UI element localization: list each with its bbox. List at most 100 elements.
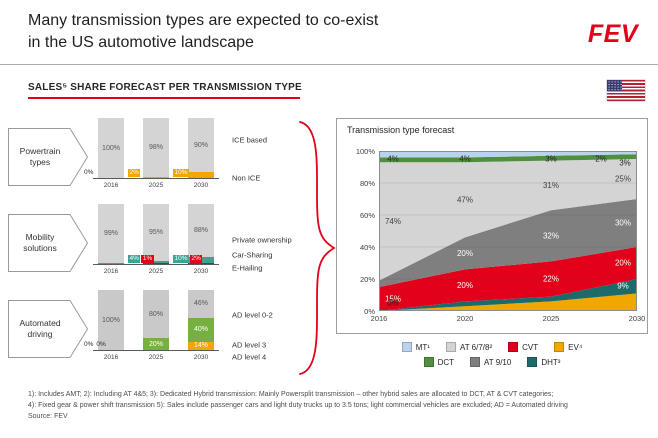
y-axis-tick-label: 40% [359,243,375,252]
footnotes: 1): Includes AMT; 2): Including AT 4&5; … [28,389,634,423]
fev-logo: FEV [587,20,638,48]
area-value-label: 15% [385,295,401,304]
side-label-ad-level-4: AD level 4 [232,352,267,362]
bar-value-label: 40% [193,326,208,334]
area-value-label: 20% [615,259,631,268]
bar-segment-car-sharing [98,263,124,264]
side-label-e-hailing: E-Hailing [232,263,263,273]
legend-swatch [445,342,456,352]
bar-chart-mobility: 2016 2025 2030 99% 95% 4% 1% 88% 10% 2% [93,202,230,282]
header-divider [0,64,658,65]
area-value-label: 32% [543,231,559,240]
area-band-cvt [379,247,637,311]
us-flag-icon [607,80,645,101]
bar-segment-ad-level-3: 40% [188,317,214,342]
area-value-label: 47% [457,195,473,204]
bar-segment-private-ownership: 99% [98,204,124,264]
y-axis-tick-label: 20% [359,275,375,284]
bar-segment-non-ice [188,172,214,178]
bar-chip-row: 10% [173,169,190,177]
axis-tick-label: 2025 [148,182,164,189]
legend-label: DCT [437,357,455,367]
bar-value-chip: 1% [141,255,154,263]
area-band-dct [379,154,637,163]
bar-chip-row: 0% 0% [83,341,107,349]
side-label-car-sharing: Car-Sharing [232,250,273,260]
area-value-label: 0% [387,299,399,308]
area-value-label: 30% [615,219,631,228]
bar-chip-row: 0% [83,169,94,177]
legend-label: MT¹ [415,342,430,352]
row-powertrain-types: Powertrain types 2016 2025 2030 100% 0% 98% 2%… [8,116,332,202]
area-band-at678 [379,159,637,281]
chevron-automated-driving: Automated driving [8,300,88,358]
bar-value-chip: 0% [84,341,94,348]
area-value-label: 74% [385,217,401,226]
axis-tick-label: 2016 [103,182,119,189]
legend-swatch [508,342,519,352]
axis-tick-label: 2016 [103,268,119,275]
legend-swatch [401,342,412,352]
legend-swatch [527,357,538,367]
axis-tick-label: 2016 [103,354,119,361]
bar-value-label: 99% [103,230,118,238]
area-band-mt [379,151,637,158]
bar-chip-row: 4% 1% [128,255,154,263]
bar-segment-e-hailing [143,263,169,264]
row-mobility-solutions: Mobility solutions 2016 2025 2030 99% 95% 4% 1… [8,202,332,288]
axis-tick-label: 2030 [193,354,209,361]
bar-segment-car-sharing [143,261,169,264]
area-value-label: 31% [543,181,559,190]
legend-item-ev: EV⁴ [554,342,582,352]
bar-segment-ad-level-4: 14% [188,341,214,350]
legend-item-at678: AT 6/7/8² [445,342,492,352]
bar-segment-non-ice [143,176,169,178]
legend-row: MT¹ AT 6/7/8² CVT EV⁴ [336,342,648,352]
chevron-powertrain-types: Powertrain types [8,128,88,186]
footnote-line-1: 1): Includes AMT; 2): Including AT 4&5; … [28,391,554,398]
bar-chip-row: 10% 2% [173,255,203,263]
legend-label: EV⁴ [568,342,583,352]
bar-segment-ad-level-0-2: 100% [98,290,124,350]
section-subtitle: SALES⁵ SHARE FORECAST PER TRANSMISSION T… [28,82,302,93]
area-chart-svg: 4% 4% 3% 2% 3% 74% 47% 31% 25% 20% 32% 30% 15% 20% 22%… [379,151,637,311]
bar-value-chip: 10% [173,169,190,177]
bar-value-label: 100% [102,316,120,324]
legend-swatch [554,342,565,352]
area-value-label: 2% [595,155,607,164]
area-value-label: 20% [457,249,473,258]
area-value-label: 22% [543,275,559,284]
x-axis-tick-label: 2020 [456,314,474,323]
area-band-dht [379,279,637,311]
us-flag-canton [607,80,622,92]
row-automated-driving: Automated driving 2016 2025 2030 100% 0% 0% 20… [8,288,332,374]
y-axis-tick-label: 60% [359,211,375,220]
side-label-ice-based: ICE based [232,135,268,145]
bar-value-label: 20% [148,340,163,348]
bar-value-label: 100% [102,144,120,152]
footnote-line-2: 4): Fixed gear & power shift transmissio… [28,402,568,410]
forecast-panel: Transmission type forecast 4% 4% 3% 2% 3% 74%… [336,118,648,334]
side-label-ad-level-0-2: AD level 0-2 [232,310,273,320]
chevron-label: Automated driving [19,318,61,339]
bar-value-label: 98% [148,143,163,151]
y-axis-tick-label: 100% [355,147,375,156]
bar-segment-private-ownership: 88% [188,204,214,257]
bar-value-chip: 2% [128,169,141,177]
x-axis-tick-label: 2016 [370,314,388,323]
bar-value-label: 95% [148,229,163,236]
forecast-title: Transmission type forecast [347,125,455,135]
axis-tick-label: 2030 [193,268,209,275]
legend-swatch [423,357,434,367]
footnote-source: Source: FEV [28,413,68,421]
bar-value-chip: 4% [128,255,141,263]
bar-value-label: 90% [193,141,208,149]
bar-value-chip: 10% [173,255,190,263]
y-axis-tick-label: 0% [364,307,375,316]
x-axis-line [93,350,219,351]
bar-chart-automated: 2016 2025 2030 100% 0% 0% 20% 80% 14% 40% 46% [84,288,230,368]
x-axis-tick-label: 2030 [628,314,646,323]
area-value-label: 3% [619,159,631,168]
chevron-label: Powertrain types [19,146,61,167]
